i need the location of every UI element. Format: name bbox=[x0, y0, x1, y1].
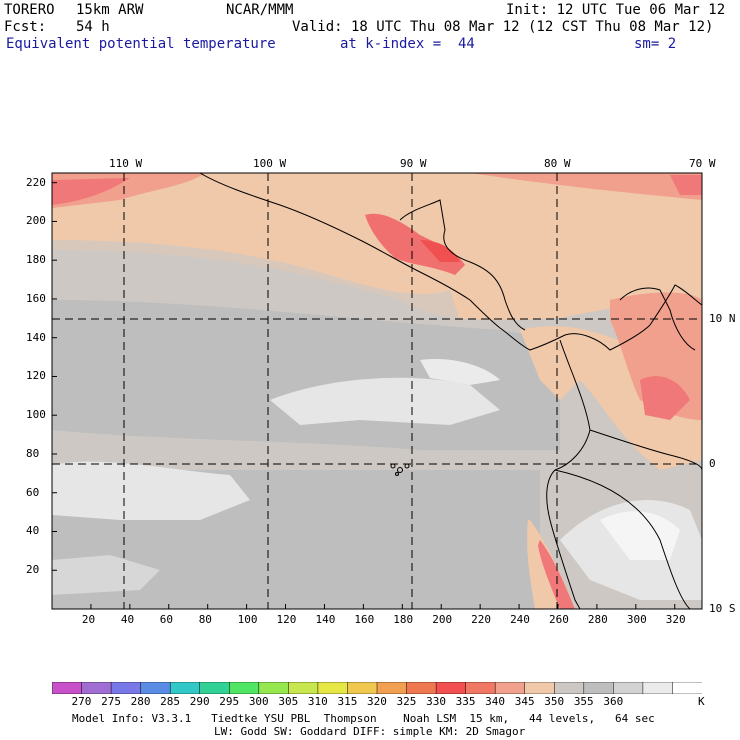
colorbar bbox=[52, 682, 702, 694]
colorbar-swatch bbox=[110, 682, 142, 694]
lat-label-10s: 10 S bbox=[709, 602, 736, 615]
y-tick-label: 100 bbox=[26, 408, 46, 422]
organization: NCAR/MMM bbox=[226, 2, 294, 18]
colorbar-swatch bbox=[494, 682, 526, 694]
colorbar-label: 355 bbox=[573, 695, 594, 708]
colorbar-label: 340 bbox=[485, 695, 506, 708]
colorbar-swatch bbox=[642, 682, 674, 694]
y-tick-label: 180 bbox=[26, 253, 46, 267]
colorbar-label: 310 bbox=[307, 695, 328, 708]
colorbar-swatch bbox=[583, 682, 615, 694]
x-tick-label: 120 bbox=[276, 613, 297, 626]
colorbar-label: 270 bbox=[71, 695, 92, 708]
level-info: at k-index = 44 bbox=[340, 36, 475, 52]
colorbar-label: 360 bbox=[603, 695, 624, 708]
lon-label-110w: 110 W bbox=[109, 157, 143, 170]
colorbar-swatch bbox=[258, 682, 290, 694]
x-tick-label: 260 bbox=[548, 613, 569, 626]
y-tick-label: 80 bbox=[26, 446, 40, 460]
lon-label-80w: 80 W bbox=[544, 157, 571, 170]
x-tick-label: 20 bbox=[81, 613, 96, 626]
colorbar-swatch bbox=[435, 682, 467, 694]
colorbar-swatch bbox=[52, 682, 83, 694]
smoothing-info: sm= 2 bbox=[634, 36, 677, 52]
model-name: TORERO bbox=[4, 2, 55, 18]
colorbar-label: 280 bbox=[130, 695, 151, 708]
colorbar-swatch bbox=[406, 682, 437, 694]
model-info-line2: LW: Godd SW: Goddard DIFF: simple KM: 2D… bbox=[214, 725, 526, 738]
colorbar-swatch bbox=[317, 682, 349, 694]
y-tick-label: 40 bbox=[26, 524, 40, 538]
colorbar-swatch bbox=[672, 682, 702, 694]
forecast-hours: 54 h bbox=[76, 19, 110, 35]
lon-label-70w: 70 W bbox=[689, 157, 716, 170]
colorbar-label: 275 bbox=[101, 695, 121, 708]
forecast-label: Fcst: bbox=[4, 19, 47, 35]
y-tick-label: 200 bbox=[26, 214, 46, 228]
x-tick-label: 40 bbox=[120, 613, 135, 626]
model-info-line1: Model Info: V3.3.1 Tiedtke YSU PBL Thomp… bbox=[72, 712, 655, 725]
colorbar-label: 320 bbox=[367, 695, 387, 708]
axis-tickmarks bbox=[52, 182, 676, 609]
y-tick-label: 140 bbox=[26, 330, 46, 344]
x-tick-label: 220 bbox=[471, 613, 492, 626]
colorbar-swatch bbox=[524, 682, 556, 694]
model-resolution: 15km ARW bbox=[76, 2, 144, 18]
colorbar-label: 330 bbox=[426, 695, 446, 708]
x-tick-label: 60 bbox=[159, 613, 174, 626]
colorbar-unit: K bbox=[698, 695, 705, 708]
x-tick-label: 100 bbox=[237, 613, 258, 626]
colorbar-swatch bbox=[229, 682, 260, 694]
coastlines bbox=[199, 173, 702, 609]
x-tick-label: 300 bbox=[626, 613, 647, 626]
colorbar-swatch bbox=[140, 682, 171, 694]
colorbar-label: 335 bbox=[455, 695, 476, 708]
colorbar-swatch bbox=[376, 682, 408, 694]
valid-time: Valid: 18 UTC Thu 08 Mar 12 (12 CST Thu … bbox=[292, 19, 714, 35]
x-tick-label: 240 bbox=[510, 613, 530, 626]
colorbar-swatch bbox=[347, 682, 378, 694]
colorbar-label: 285 bbox=[160, 695, 181, 708]
colorbar-swatch bbox=[81, 682, 112, 694]
colorbar-swatch bbox=[613, 682, 644, 694]
colorbar-swatch bbox=[554, 682, 585, 694]
field-name: Equivalent potential temperature bbox=[6, 36, 276, 52]
colorbar-label: 290 bbox=[189, 695, 210, 708]
colorbar-swatch bbox=[465, 682, 496, 694]
y-tick-label: 60 bbox=[26, 485, 40, 499]
latlon-grid bbox=[52, 173, 702, 609]
colorbar-label: 300 bbox=[248, 695, 269, 708]
init-time: Init: 12 UTC Tue 06 Mar 12 bbox=[506, 2, 726, 18]
colorbar-label: 315 bbox=[337, 695, 358, 708]
colorbar-swatch bbox=[288, 682, 319, 694]
x-tick-label: 180 bbox=[393, 613, 414, 626]
colorbar-swatch bbox=[169, 682, 201, 694]
y-tick-label: 160 bbox=[26, 291, 46, 305]
lon-label-100w: 100 W bbox=[253, 157, 287, 170]
lat-label-10n: 10 N bbox=[709, 312, 736, 325]
y-tick-label: 20 bbox=[26, 563, 40, 577]
x-tick-label: 280 bbox=[587, 613, 608, 626]
y-tick-label: 220 bbox=[26, 175, 46, 189]
x-tick-label: 160 bbox=[354, 613, 375, 626]
y-tick-label: 120 bbox=[26, 369, 46, 383]
colorbar-label: 325 bbox=[396, 695, 417, 708]
theta-e-field bbox=[52, 173, 702, 609]
x-tick-label: 320 bbox=[665, 613, 686, 626]
colorbar-swatch bbox=[199, 682, 231, 694]
x-tick-label: 140 bbox=[315, 613, 336, 626]
colorbar-label: 305 bbox=[278, 695, 299, 708]
colorbar-label: 295 bbox=[219, 695, 240, 708]
lat-label-0: 0 bbox=[709, 457, 716, 470]
colorbar-label: 350 bbox=[544, 695, 565, 708]
lon-label-90w: 90 W bbox=[400, 157, 427, 170]
x-tick-label: 80 bbox=[198, 613, 212, 626]
colorbar-label: 345 bbox=[514, 695, 535, 708]
map-frame bbox=[51, 172, 703, 610]
x-tick-label: 200 bbox=[432, 613, 453, 626]
